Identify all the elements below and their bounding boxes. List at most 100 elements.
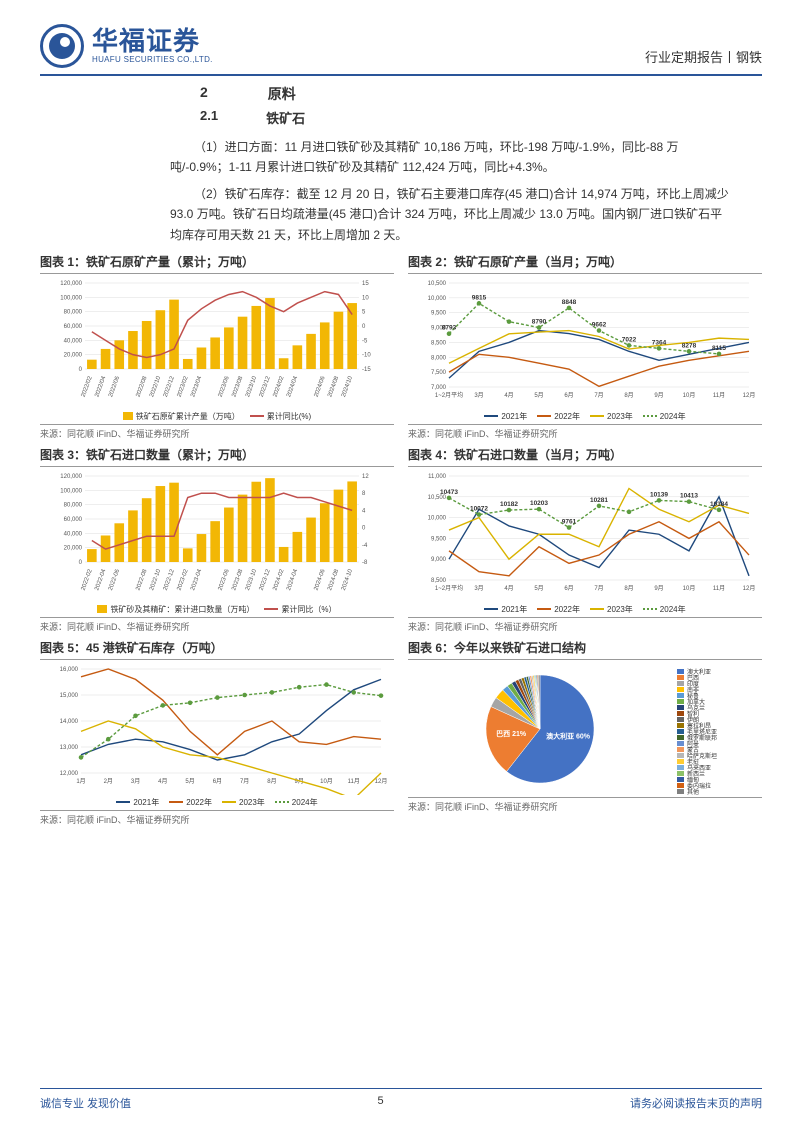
svg-text:9月: 9月 — [654, 585, 663, 592]
chart-3-source: 来源：同花顺 iFinD、华福证券研究所 — [40, 617, 394, 633]
svg-text:2022/02: 2022/02 — [81, 375, 94, 398]
svg-text:8,500: 8,500 — [431, 578, 447, 584]
svg-text:7月: 7月 — [594, 392, 603, 399]
svg-text:1~2月平均: 1~2月平均 — [435, 391, 463, 399]
svg-text:60,000: 60,000 — [64, 324, 83, 330]
svg-text:马来西亚: 马来西亚 — [687, 764, 711, 772]
svg-text:2024-04: 2024-04 — [286, 568, 299, 591]
svg-text:2023-06: 2023-06 — [218, 568, 231, 591]
svg-text:8: 8 — [362, 491, 366, 497]
footer-right: 请务必阅读报告末页的声明 — [630, 1095, 762, 1111]
svg-text:2023-08: 2023-08 — [231, 568, 244, 591]
section-title: 原料 — [268, 84, 296, 104]
svg-text:8月: 8月 — [624, 392, 633, 399]
svg-text:10384: 10384 — [710, 501, 728, 508]
chart-4-title: 图表 4：铁矿石进口数量（当月；万吨） — [408, 446, 762, 467]
svg-text:8月: 8月 — [624, 585, 633, 592]
svg-text:5月: 5月 — [185, 778, 194, 785]
svg-text:7,000: 7,000 — [431, 385, 447, 391]
svg-text:8,500: 8,500 — [431, 340, 447, 346]
chart-2: 图表 2：铁矿石原矿产量（当月；万吨） 7,0007,5008,0008,500… — [408, 253, 762, 440]
svg-text:乌克兰: 乌克兰 — [687, 704, 705, 712]
svg-text:-5: -5 — [362, 338, 368, 344]
svg-text:120,000: 120,000 — [60, 281, 82, 287]
svg-text:80,000: 80,000 — [64, 503, 83, 509]
paragraph-1: （1）进口方面：11 月进口铁矿砂及其精矿 10,186 万吨，环比-198 万… — [170, 137, 730, 178]
chart-3-title: 图表 3：铁矿石进口数量（累计；万吨） — [40, 446, 394, 467]
svg-text:11月: 11月 — [348, 778, 360, 785]
svg-text:2022/08: 2022/08 — [135, 375, 148, 398]
svg-text:1月: 1月 — [76, 778, 85, 785]
svg-text:9,500: 9,500 — [431, 311, 447, 317]
svg-text:4: 4 — [362, 508, 366, 514]
svg-text:2024/08: 2024/08 — [327, 375, 340, 398]
subsection-num: 2.1 — [200, 108, 218, 127]
svg-text:2022/06: 2022/06 — [108, 375, 121, 398]
svg-text:4月: 4月 — [504, 392, 513, 399]
svg-text:3月: 3月 — [474, 585, 483, 592]
chart-1-legend-bar: 铁矿石原矿累计产量（万吨） — [136, 411, 240, 422]
svg-text:4月: 4月 — [158, 778, 167, 785]
svg-text:-10: -10 — [362, 353, 371, 359]
svg-text:10473: 10473 — [440, 489, 458, 496]
charts-grid: 图表 1：铁矿石原矿产量（累计；万吨） 020,00040,00060,0008… — [40, 253, 762, 826]
svg-text:2022-04: 2022-04 — [94, 568, 107, 591]
svg-text:40,000: 40,000 — [64, 338, 83, 344]
svg-text:5: 5 — [362, 310, 366, 316]
chart-5: 图表 5：45 港铁矿石库存（万吨） 12,00013,00014,00015,… — [40, 639, 394, 826]
svg-text:10,000: 10,000 — [428, 516, 447, 522]
svg-text:2022-12: 2022-12 — [163, 568, 176, 591]
svg-text:2022-06: 2022-06 — [108, 568, 121, 591]
svg-text:14,000: 14,000 — [60, 719, 79, 725]
svg-text:0: 0 — [79, 560, 83, 566]
page-footer: 诚信专业 发现价值 5 请务必阅读报告末页的声明 — [40, 1088, 762, 1111]
chart-1: 图表 1：铁矿石原矿产量（累计；万吨） 020,00040,00060,0008… — [40, 253, 394, 440]
svg-text:2023/10: 2023/10 — [245, 375, 258, 398]
chart-1-legend-line: 累计同比(%) — [267, 411, 311, 422]
svg-text:2023/08: 2023/08 — [231, 375, 244, 398]
svg-text:2023-04: 2023-04 — [190, 568, 203, 591]
logo-en: HUAFU SECURITIES CO.,LTD. — [92, 56, 213, 65]
svg-text:2023-10: 2023-10 — [245, 568, 258, 591]
svg-text:10,000: 10,000 — [428, 296, 447, 302]
svg-text:7022: 7022 — [622, 336, 637, 343]
svg-text:15: 15 — [362, 281, 369, 287]
svg-text:10182: 10182 — [500, 501, 518, 508]
svg-text:10413: 10413 — [680, 493, 698, 500]
svg-text:巴西 21%: 巴西 21% — [496, 730, 527, 738]
svg-text:伊朗: 伊朗 — [687, 716, 699, 724]
svg-text:加拿大: 加拿大 — [687, 698, 705, 706]
chart-6: 图表 6：今年以来铁矿石进口结构 澳大利亚 60%巴西 21%澳大利亚巴西印度南… — [408, 639, 762, 826]
svg-text:-15: -15 — [362, 367, 371, 373]
svg-text:7364: 7364 — [652, 339, 667, 346]
chart-1-title: 图表 1：铁矿石原矿产量（累计；万吨） — [40, 253, 394, 274]
svg-text:0: 0 — [79, 367, 83, 373]
svg-text:-8: -8 — [362, 560, 368, 566]
svg-text:11月: 11月 — [713, 392, 725, 399]
svg-text:2月: 2月 — [104, 778, 113, 785]
svg-text:9月: 9月 — [654, 392, 663, 399]
svg-text:2022-02: 2022-02 — [81, 568, 94, 591]
svg-text:10,500: 10,500 — [428, 281, 447, 287]
svg-text:1~2月平均: 1~2月平均 — [435, 584, 463, 592]
svg-text:11月: 11月 — [713, 585, 725, 592]
svg-text:2024/10: 2024/10 — [341, 375, 354, 398]
svg-text:10月: 10月 — [320, 778, 333, 785]
svg-text:6月: 6月 — [564, 392, 573, 399]
chart-2-title: 图表 2：铁矿石原矿产量（当月；万吨） — [408, 253, 762, 274]
svg-text:9662: 9662 — [592, 321, 607, 328]
svg-text:10139: 10139 — [650, 491, 668, 498]
page-header: 华福证券 HUAFU SECURITIES CO.,LTD. 行业定期报告丨钢铁 — [40, 24, 762, 76]
svg-text:100,000: 100,000 — [60, 488, 82, 494]
svg-text:印度: 印度 — [687, 680, 699, 688]
svg-text:2024-02: 2024-02 — [272, 568, 285, 591]
svg-text:80,000: 80,000 — [64, 310, 83, 316]
svg-text:南非: 南非 — [687, 686, 699, 694]
svg-text:12,000: 12,000 — [60, 771, 79, 777]
svg-text:8793: 8793 — [442, 325, 457, 332]
chart-3-legend-line: 累计同比（%） — [281, 604, 336, 615]
paragraph-2: （2）铁矿石库存：截至 12 月 20 日，铁矿石主要港口库存(45 港口)合计… — [170, 184, 730, 245]
svg-text:8848: 8848 — [562, 299, 577, 306]
report-category: 行业定期报告丨钢铁 — [645, 47, 762, 68]
svg-text:俄罗斯联邦: 俄罗斯联邦 — [687, 734, 717, 742]
